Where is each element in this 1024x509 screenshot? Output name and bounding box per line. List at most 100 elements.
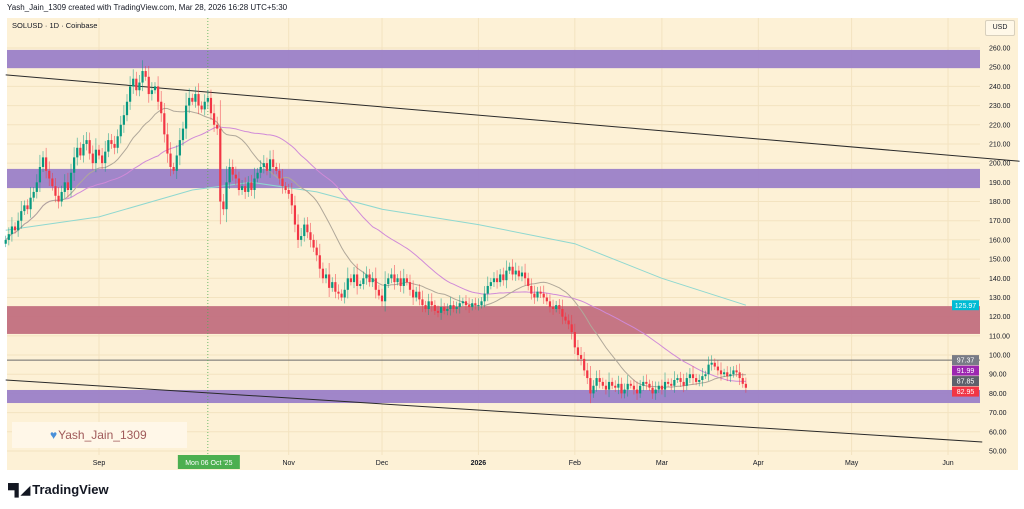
candle-body [458,303,461,308]
candle-body [467,305,471,308]
candle-body [598,378,601,382]
currency-button[interactable]: USD [985,20,1015,36]
zone-rect [7,306,980,334]
candle-body [293,205,297,225]
candle-body [583,358,586,371]
candle-body [309,232,312,240]
candle-body [306,224,309,233]
logo-text: TradingView [32,482,109,497]
candle-body [247,182,250,192]
candle-body [331,282,334,288]
candle-body [695,378,698,382]
x-tick-label: May [845,460,859,467]
candle-body [141,71,144,83]
candle-body [691,374,695,379]
candle-body [592,385,595,394]
y-tick-label: 240.00 [989,84,1011,91]
y-tick-label: 170.00 [989,218,1011,225]
candle-body [579,355,583,359]
candle-body [716,366,719,371]
candle-body [197,94,200,106]
x-tick-label: Apr [753,460,765,467]
candle-body [726,372,729,377]
candle-body [7,234,10,240]
candle-body [514,270,517,275]
candle-body [166,134,169,154]
y-tick-label: 120.00 [989,314,1011,321]
candle-body [104,151,107,164]
candle-body [144,71,147,77]
candle-body [184,105,188,129]
y-tick-label: 140.00 [989,276,1011,283]
candle-body [741,378,744,384]
candle-body [396,278,399,283]
candle-body [352,274,356,283]
candle-body [415,291,418,298]
x-tick-label: Nov [282,460,295,467]
candle-body [384,284,387,302]
candle-body [604,385,608,390]
candle-body [181,128,185,141]
candle-body [278,170,281,179]
y-tick-label: 70.00 [989,410,1007,417]
candle-body [147,76,150,95]
candle-body [732,370,735,375]
x-tick-label: Mar [656,460,669,467]
y-tick-label: 190.00 [989,180,1011,187]
y-tick-label: 50.00 [989,449,1007,456]
candle-body [150,90,153,95]
x-tick-label: Feb [569,460,581,467]
price-badge [952,365,979,376]
candle-body [657,385,660,390]
candle-body [51,178,54,187]
x-tick-label: 2026 [471,460,487,467]
candle-body [107,140,110,152]
candle-body [626,383,629,390]
candle-body [710,362,713,365]
candle-body [707,364,710,375]
trendline [5,74,1020,162]
candle-body [340,293,343,298]
candle-body [156,86,160,102]
candle-body [60,191,63,202]
candle-body [318,255,321,269]
candle-body [390,274,393,279]
candle-body [337,291,340,294]
candle-body [41,157,45,167]
candle-body [499,274,502,283]
candle-body [492,278,496,283]
moving-average-mid [5,126,746,383]
candle-body [440,307,443,313]
zone-rect [7,389,980,404]
candle-body [377,289,380,296]
candle-body [265,163,269,171]
candle-body [433,305,436,311]
candle-body [567,320,570,325]
candle-body [520,272,524,277]
y-tick-label: 150.00 [989,257,1011,264]
price-badge [952,376,979,387]
candle-body [200,105,203,110]
candle-body [290,193,293,206]
tradingview-logo[interactable]: ▀▌◢ TradingView [8,482,109,497]
candle-body [110,140,113,144]
candle-body [607,381,611,390]
candle-body [119,124,122,137]
candle-body [723,372,726,375]
moving-average-slow [5,181,747,306]
candle-body [281,178,284,187]
price-badge-label: 125.97 [955,303,977,310]
candle-body [296,224,300,240]
candle-body [253,178,256,191]
candle-body [660,385,664,390]
y-tick-label: 260.00 [989,46,1011,53]
candle-body [240,186,244,191]
candle-body [489,282,492,286]
candle-body [623,389,626,394]
candle-body [558,305,561,309]
price-badge-label: 82.95 [957,389,975,396]
candle-body [614,385,617,388]
candle-body [471,303,474,308]
candle-body [452,305,455,309]
